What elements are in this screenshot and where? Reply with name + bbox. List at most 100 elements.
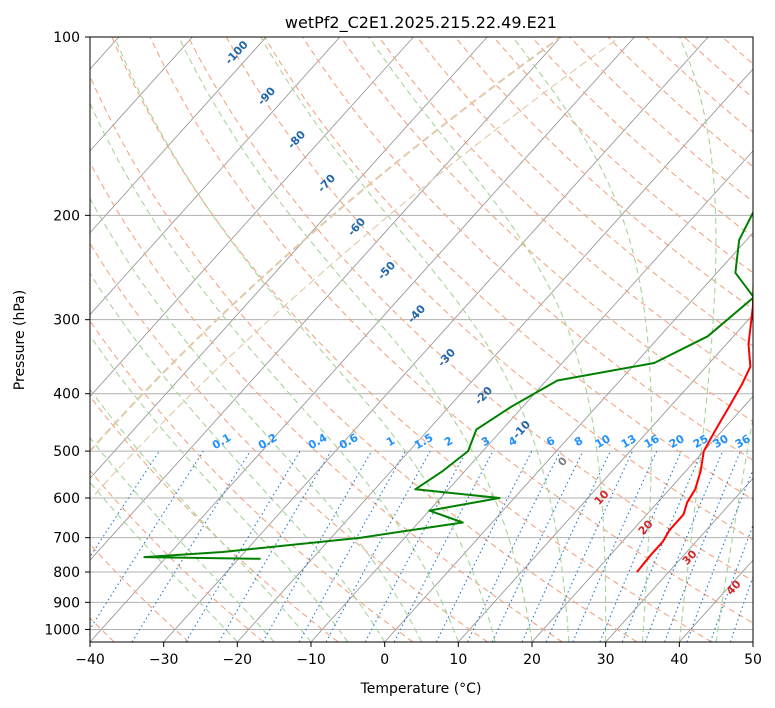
dry-adiabat bbox=[416, 37, 753, 347]
moist-adiabat bbox=[90, 102, 459, 642]
moist-adiabat bbox=[90, 388, 312, 642]
dry-adiabat bbox=[264, 37, 753, 501]
mixing-ratio-label: 6 bbox=[544, 434, 557, 449]
mixing-ratio-label: 36 bbox=[733, 432, 753, 451]
y-axis-label: Pressure (hPa) bbox=[12, 290, 28, 390]
mixing-ratio-line bbox=[131, 450, 251, 642]
mixing-ratio-line bbox=[325, 450, 431, 642]
dry-adiabat-label: -100 bbox=[222, 38, 251, 67]
dry-adiabat bbox=[90, 469, 264, 642]
mixing-ratio-line bbox=[364, 450, 467, 642]
temperature-line bbox=[636, 272, 753, 573]
mixing-ratio-label: 1.5 bbox=[412, 431, 435, 452]
y-tick-label: 500 bbox=[53, 444, 80, 460]
y-tick-label: 800 bbox=[53, 565, 80, 581]
mixing-ratio-line bbox=[218, 450, 332, 642]
isotherm-line bbox=[90, 37, 562, 561]
x-tick-label: −20 bbox=[223, 652, 253, 668]
y-tick-label: 1000 bbox=[44, 622, 80, 638]
isotherm-line bbox=[90, 37, 488, 479]
isotherm-line bbox=[90, 37, 341, 316]
dry-adiabat-label: -70 bbox=[315, 171, 338, 195]
dry-adiabat bbox=[645, 37, 753, 133]
y-tick-label: 900 bbox=[53, 595, 80, 611]
mixing-ratio-label: 2 bbox=[442, 434, 455, 449]
dry-adiabat bbox=[90, 320, 414, 642]
dry-adiabat bbox=[149, 37, 753, 624]
mixing-ratio-line bbox=[572, 450, 658, 642]
moist-adiabat bbox=[260, 37, 570, 642]
y-tick-label: 600 bbox=[53, 491, 80, 507]
y-tick-label: 200 bbox=[53, 208, 80, 224]
mixing-ratio-line bbox=[621, 450, 703, 642]
moist-adiabat bbox=[90, 437, 275, 642]
mixing-ratio-line bbox=[644, 450, 724, 642]
y-axis-ticks: 100 200 300 400 500 600 700 800 900 1000 bbox=[44, 30, 90, 638]
mixing-ratio-label: 0.1 bbox=[210, 431, 233, 452]
dry-adiabat-label: -30 bbox=[435, 346, 458, 370]
mixing-ratio-label: 1 bbox=[384, 434, 397, 449]
dry-adiabat-label: 20 bbox=[636, 517, 656, 537]
x-tick-label: −40 bbox=[75, 652, 105, 668]
mixing-ratio-line bbox=[686, 468, 753, 642]
mixing-ratio-line bbox=[467, 450, 561, 642]
mixing-ratio-label: 0.4 bbox=[306, 431, 330, 452]
mixing-ratio-line bbox=[298, 450, 406, 642]
dry-adiabat-label: -80 bbox=[285, 128, 308, 152]
dry-adiabat bbox=[90, 395, 339, 642]
y-tick-label: 400 bbox=[53, 387, 80, 403]
x-tick-label: 10 bbox=[449, 652, 467, 668]
mixing-ratio-line bbox=[664, 450, 742, 642]
dry-adiabat-label: 0 bbox=[555, 454, 570, 469]
x-tick-label: −10 bbox=[296, 652, 326, 668]
x-tick-label: 20 bbox=[523, 652, 541, 668]
profile-series bbox=[143, 210, 753, 573]
isotherm-line bbox=[90, 37, 635, 642]
mixing-ratio-label: 10 bbox=[593, 432, 613, 451]
x-tick-label: 50 bbox=[744, 652, 762, 668]
mixing-ratio-label: 25 bbox=[691, 432, 711, 451]
dry-adiabat bbox=[90, 242, 488, 642]
moist-adiabat bbox=[368, 37, 607, 642]
x-tick-label: 30 bbox=[597, 652, 615, 668]
mixing-ratio-label: 13 bbox=[619, 432, 639, 451]
dry-adiabat bbox=[378, 37, 753, 385]
moist-adiabat bbox=[90, 272, 386, 642]
isotherm-line bbox=[384, 232, 753, 642]
isotherm-line bbox=[163, 37, 709, 642]
moist-adiabat bbox=[114, 37, 496, 642]
dry-adiabat-label: 30 bbox=[680, 547, 700, 567]
grid-lines bbox=[90, 37, 753, 642]
x-axis-label: Temperature (°C) bbox=[360, 681, 482, 697]
mixing-ratio-line bbox=[90, 450, 160, 558]
mixing-ratio-label: 0.2 bbox=[256, 431, 279, 452]
mixing-ratio-label: 3 bbox=[479, 434, 492, 449]
boundary-curve bbox=[90, 37, 621, 501]
mixing-ratio-label: 0.6 bbox=[337, 431, 361, 452]
mixing-ratio-line bbox=[185, 450, 301, 642]
dry-adiabat bbox=[454, 37, 753, 310]
moist-adiabat bbox=[178, 37, 533, 642]
moist-adiabat bbox=[90, 334, 349, 642]
dry-adiabat bbox=[90, 161, 563, 642]
moist-adiabat bbox=[715, 415, 753, 642]
dry-adiabat bbox=[111, 37, 712, 642]
isotherm-line bbox=[457, 313, 753, 642]
y-tick-label: 100 bbox=[53, 30, 80, 46]
chart-title: wetPf2_C2E1.2025.215.22.49.E21 bbox=[285, 13, 557, 33]
moist-adiabat bbox=[90, 481, 238, 642]
isotherm-line bbox=[90, 37, 414, 398]
x-tick-label: −30 bbox=[149, 652, 179, 668]
isotherm-line bbox=[310, 150, 753, 642]
y-tick-label: 300 bbox=[53, 313, 80, 329]
dry-adiabat bbox=[90, 543, 190, 642]
dry-adiabat bbox=[683, 37, 753, 99]
isotherm-line bbox=[531, 395, 753, 642]
mixing-ratio-label: 20 bbox=[667, 432, 687, 451]
isotherm-line bbox=[90, 37, 193, 152]
moist-adiabat bbox=[512, 37, 653, 642]
isotherm-line bbox=[90, 37, 267, 234]
x-tick-label: 40 bbox=[670, 652, 688, 668]
isotherm-line bbox=[752, 641, 753, 642]
line-labels: -100-90-80-70-60-50-40-30-20-10010203040… bbox=[210, 38, 753, 598]
